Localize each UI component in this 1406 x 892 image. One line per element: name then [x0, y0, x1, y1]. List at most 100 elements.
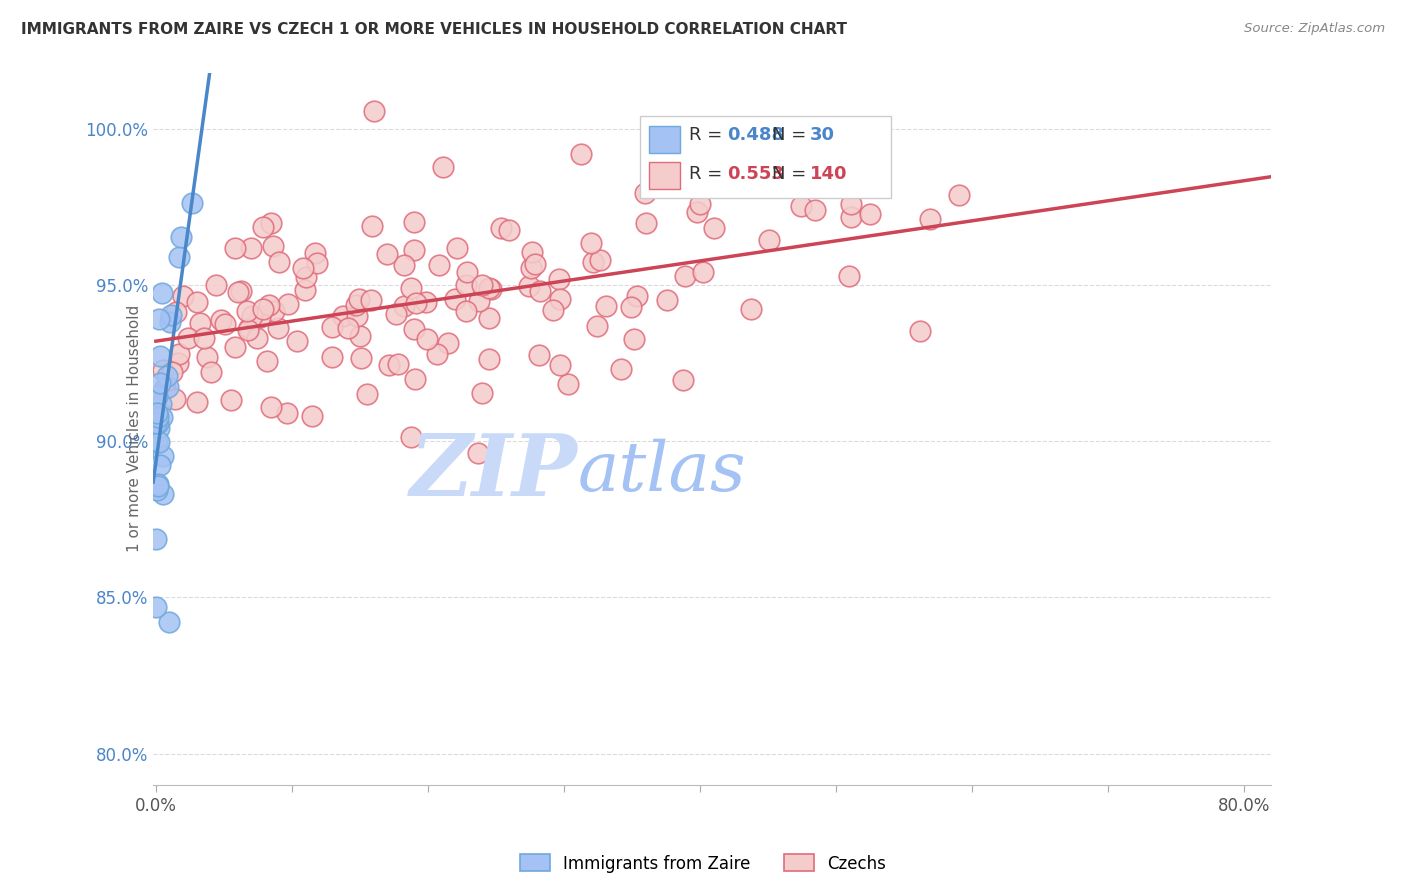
Point — [547, 272, 569, 286]
Point — [589, 252, 612, 267]
Text: 140: 140 — [810, 165, 848, 183]
Point — [479, 282, 502, 296]
Point — [249, 310, 271, 325]
Point — [177, 331, 200, 345]
Point — [378, 358, 401, 372]
Point — [262, 239, 284, 253]
Point — [145, 417, 167, 431]
Point — [470, 385, 492, 400]
Point — [163, 392, 186, 406]
Point — [404, 372, 426, 386]
Point — [623, 331, 645, 345]
Point — [148, 435, 170, 450]
Point — [686, 204, 709, 219]
Point — [766, 160, 789, 174]
Point — [146, 416, 169, 430]
Point — [148, 312, 170, 326]
Point — [626, 289, 648, 303]
Point — [276, 406, 298, 420]
Point — [186, 295, 208, 310]
Point — [269, 255, 291, 269]
Point — [205, 278, 228, 293]
Point — [657, 293, 679, 307]
Point — [304, 245, 326, 260]
Point — [226, 285, 249, 299]
Legend: Immigrants from Zaire, Czechs: Immigrants from Zaire, Czechs — [513, 847, 893, 880]
Point — [193, 331, 215, 345]
Point — [839, 197, 862, 211]
Point — [150, 397, 173, 411]
Text: R =: R = — [689, 165, 728, 183]
Point — [295, 270, 318, 285]
Point — [548, 358, 571, 372]
Point — [520, 260, 543, 275]
FancyBboxPatch shape — [648, 162, 681, 189]
Point — [446, 241, 468, 255]
Point — [159, 615, 181, 630]
Point — [145, 599, 167, 614]
Point — [402, 215, 425, 229]
Point — [456, 303, 478, 318]
Point — [145, 483, 167, 497]
Point — [156, 369, 179, 384]
Point — [527, 348, 550, 362]
Text: N =: N = — [772, 126, 811, 144]
Point — [468, 294, 491, 309]
Point — [478, 351, 501, 366]
Point — [361, 219, 384, 233]
Point — [257, 298, 280, 312]
Point — [548, 292, 571, 306]
Point — [478, 281, 501, 295]
Text: 0.488: 0.488 — [727, 126, 785, 144]
Point — [360, 293, 382, 307]
Point — [149, 350, 172, 364]
Point — [256, 354, 278, 368]
Point — [301, 409, 323, 423]
Point — [363, 104, 385, 119]
Point — [356, 386, 378, 401]
Y-axis label: 1 or more Vehicles in Household: 1 or more Vehicles in Household — [127, 305, 142, 552]
Point — [349, 329, 371, 343]
Point — [153, 383, 176, 397]
Point — [200, 365, 222, 379]
Point — [582, 255, 605, 269]
Point — [432, 160, 454, 174]
Point — [610, 361, 633, 376]
Point — [620, 300, 643, 314]
Point — [416, 332, 439, 346]
Point — [444, 293, 467, 307]
Point — [149, 376, 172, 390]
Text: R =: R = — [689, 126, 728, 144]
Point — [673, 269, 696, 284]
Point — [634, 186, 657, 201]
Point — [471, 277, 494, 292]
Point — [478, 311, 501, 326]
Point — [224, 241, 246, 255]
Point — [238, 323, 260, 337]
Point — [557, 376, 579, 391]
Point — [149, 458, 172, 472]
Point — [152, 486, 174, 500]
Point — [908, 324, 931, 338]
Point — [344, 298, 367, 312]
Point — [165, 304, 187, 318]
Point — [321, 320, 343, 334]
Text: ZIP: ZIP — [411, 430, 578, 513]
Point — [586, 319, 609, 334]
Point — [522, 245, 544, 260]
Point — [167, 250, 190, 264]
Point — [402, 321, 425, 335]
Point — [159, 315, 181, 329]
Point — [152, 449, 174, 463]
Point — [195, 350, 218, 364]
Point — [148, 410, 170, 425]
Point — [803, 202, 825, 217]
Point — [145, 532, 167, 546]
Point — [569, 147, 592, 161]
Point — [246, 331, 269, 345]
Point — [347, 293, 370, 307]
Text: atlas: atlas — [578, 438, 747, 505]
FancyBboxPatch shape — [640, 116, 891, 197]
Point — [529, 284, 551, 298]
Point — [231, 284, 253, 298]
